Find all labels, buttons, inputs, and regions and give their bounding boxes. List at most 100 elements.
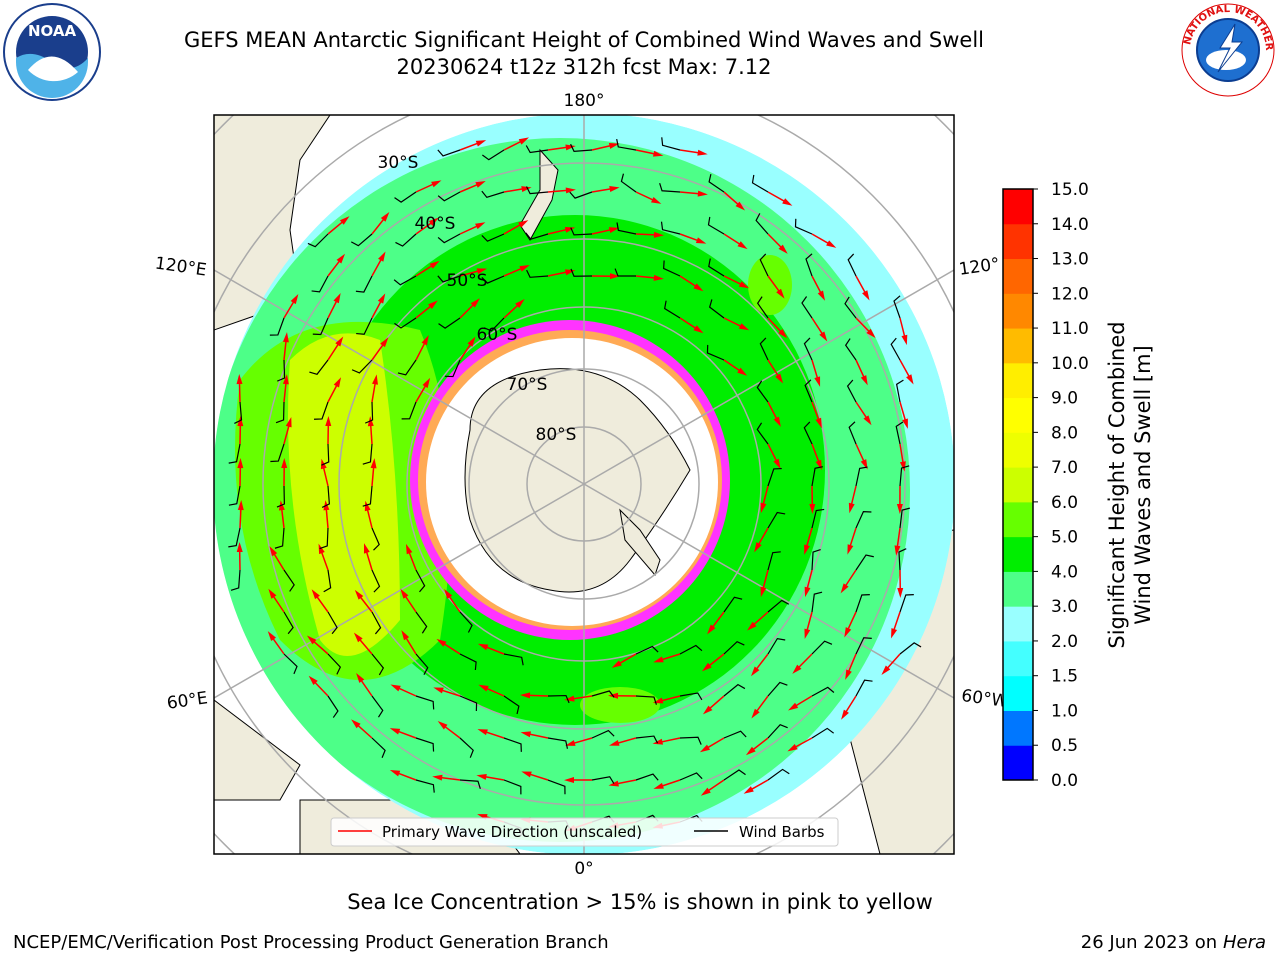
wave-arrow-head <box>608 227 620 233</box>
wind-barb <box>228 527 241 548</box>
legend: Primary Wave Direction (unscaled) Wind B… <box>330 817 839 847</box>
credit-text: NCEP/EMC/Verification Post Processing Pr… <box>13 932 609 953</box>
wind-barb <box>803 421 813 445</box>
wave-arrow-head <box>333 293 341 304</box>
wind-barb <box>356 317 373 335</box>
wave-arrow-head <box>737 367 748 376</box>
wind-barb <box>570 227 593 236</box>
wave-direction-arrows <box>236 137 914 831</box>
wind-barb <box>371 611 382 635</box>
wind-barb <box>811 548 821 571</box>
wave-arrow-head <box>609 186 620 192</box>
wave-arrow-head <box>776 288 785 299</box>
wave-arrow-head <box>804 628 811 640</box>
wind-barb <box>276 485 285 508</box>
wave-arrow-head <box>431 180 442 188</box>
wind-barb <box>805 253 813 277</box>
wind-barb <box>371 695 384 718</box>
colorbar-segment <box>1003 745 1033 781</box>
wave-arrow-head <box>760 586 767 598</box>
wave-arrow-head <box>336 253 346 264</box>
wind-barb <box>847 253 857 277</box>
wind-barb <box>444 359 461 378</box>
wind-barb <box>481 275 505 284</box>
wave-arrow-head <box>899 461 906 472</box>
wind-barb <box>395 233 417 247</box>
parallel-label-80s: 80°S <box>536 425 577 445</box>
wind-barb <box>269 317 285 336</box>
wave-arrow-head <box>611 660 622 668</box>
wind-barb <box>401 401 417 420</box>
date-text: 26 Jun 2023 on <box>1080 932 1218 953</box>
wind-barb <box>895 421 904 445</box>
wind-barb <box>547 737 569 749</box>
wave-arrow-head <box>652 150 664 157</box>
wind-barb <box>708 173 725 193</box>
wave-arrow-head <box>787 743 798 752</box>
wave-arrow-head <box>745 746 756 756</box>
map-frame <box>213 114 955 855</box>
wave-arrow-head <box>518 137 530 145</box>
wave-arrow-head <box>519 264 530 272</box>
wave-arrow-head <box>804 586 811 598</box>
wind-barb <box>309 359 329 375</box>
meridian-label-120e: 120°E <box>154 254 208 281</box>
wind-barb <box>228 485 241 506</box>
wind-barb <box>616 222 637 235</box>
colorbar-segment <box>1003 501 1033 538</box>
wave-arrow-head <box>325 416 332 427</box>
wave-arrow-head <box>236 542 243 553</box>
colorbar-tick-label: 7.0 <box>1051 458 1078 478</box>
wave-arrow-head <box>840 583 849 594</box>
colorbar-segment <box>1003 362 1033 399</box>
wave-arrow-head <box>429 260 440 269</box>
wave-arrow-head <box>564 269 576 276</box>
wave-arrow-head <box>652 738 664 745</box>
wind-barb <box>437 191 461 202</box>
wave-arrow-head <box>847 544 854 555</box>
wave-arrow-head <box>421 335 429 346</box>
wind-barb <box>283 653 298 675</box>
wind-barb <box>767 467 782 487</box>
wind-barb <box>371 653 385 676</box>
wave-arrow-head <box>819 331 828 342</box>
wave-arrow-head <box>564 226 576 233</box>
wind-barb <box>321 443 330 466</box>
wind-barb <box>811 508 825 529</box>
wave-arrow-head <box>697 149 708 156</box>
wave-arrow-head <box>609 740 620 746</box>
wind-barb <box>614 268 637 277</box>
wave-arrow-head <box>281 458 288 469</box>
wind-barb <box>855 510 872 529</box>
wind-barb <box>503 653 524 666</box>
wind-barb <box>393 275 417 286</box>
colorbar-label-line1: Significant Height of Combined <box>1105 321 1129 648</box>
wind-barb <box>591 729 615 739</box>
wave-arrow-head <box>760 502 767 514</box>
wave-arrow-head <box>804 544 810 555</box>
colorbar-segment <box>1003 258 1033 294</box>
wave-arrow-head <box>848 502 855 514</box>
wind-barb <box>893 295 901 319</box>
wave-arrow-head <box>564 695 575 702</box>
wind-barb <box>437 233 461 244</box>
date-stamp: 26 Jun 2023 on Hera <box>1081 932 1266 953</box>
wave-arrow-head <box>520 731 532 738</box>
colorbar-tick-label: 5.0 <box>1051 528 1078 548</box>
wind-barb <box>811 591 823 613</box>
wave-arrow-head <box>267 631 277 642</box>
wave-arrow-head <box>707 624 716 635</box>
wave-arrow-head <box>476 773 487 780</box>
colorbar-segment <box>1003 189 1033 225</box>
wind-barb <box>755 213 769 235</box>
wind-barb <box>679 736 702 745</box>
colorbar-tick-label: 4.0 <box>1051 562 1078 582</box>
wind-barb <box>503 695 520 715</box>
wind-barb <box>767 681 788 697</box>
wave-arrow-head <box>364 500 371 512</box>
wave-arrow-head <box>565 144 576 151</box>
wind-barb <box>616 138 637 151</box>
wave-arrow-head <box>437 721 448 730</box>
wind-barb <box>890 337 901 361</box>
wave-arrow-head <box>894 545 901 556</box>
